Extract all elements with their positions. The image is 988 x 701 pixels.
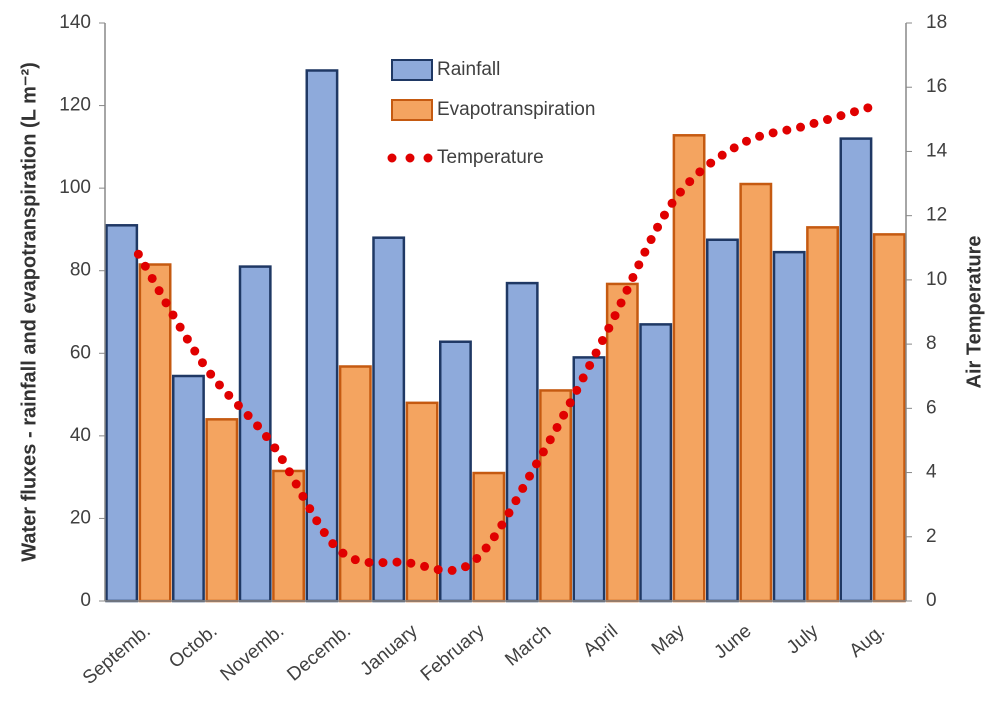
y-tick-label: 60 (70, 342, 91, 363)
y2-tick-label: 0 (926, 590, 937, 611)
bar (572, 356, 606, 603)
bar (439, 340, 472, 603)
legend-swatch (391, 59, 433, 81)
bar (505, 281, 539, 603)
bar (472, 471, 506, 603)
bar (605, 282, 639, 603)
y2-tick-label: 16 (926, 76, 947, 97)
y-tick-label: 80 (70, 260, 91, 281)
bar (872, 233, 906, 603)
y2-tick-label: 14 (926, 140, 948, 161)
y-tick-label: 120 (59, 95, 91, 116)
x-tick-label: Novemb. (217, 621, 289, 686)
legend-label: Temperature (437, 147, 544, 168)
bar (539, 389, 572, 603)
x-tick-label: July (783, 620, 823, 658)
x-tick-label: Octob. (165, 621, 221, 673)
bar (806, 226, 839, 603)
bar (372, 236, 406, 603)
y2-tick-label: 12 (926, 205, 947, 226)
bar (839, 137, 873, 603)
y-tick-label: 100 (59, 177, 91, 198)
y-tick-label: 0 (80, 590, 91, 611)
x-tick-label: March (501, 621, 555, 671)
legend-label: Evapotranspiration (437, 99, 595, 120)
y2-tick-label: 10 (926, 269, 947, 290)
y-axis-title: Water fluxes - rainfall and evapotranspi… (18, 62, 40, 562)
bar (772, 250, 806, 603)
line (133, 101, 878, 576)
y-tick-label: 140 (59, 12, 91, 33)
x-tick-label: April (579, 621, 622, 662)
bar (639, 323, 673, 603)
x-tick-label: Septemb. (79, 621, 155, 689)
y2-axis-title: Air Temperature (963, 235, 985, 388)
bar (172, 374, 205, 603)
bar (272, 469, 305, 603)
y2-tick-label: 18 (926, 12, 947, 33)
bar (672, 134, 706, 603)
bar (138, 263, 172, 603)
x-tick-label: January (357, 620, 423, 680)
bar (338, 365, 372, 603)
bar (105, 224, 139, 603)
x-tick-label: Decemb. (283, 621, 355, 686)
x-tick-label: June (711, 621, 756, 664)
legend-label: Rainfall (437, 59, 500, 80)
y2-tick-label: 6 (926, 397, 937, 418)
y2-tick-label: 8 (926, 333, 937, 354)
y-tick-label: 40 (70, 425, 91, 446)
y-tick-label: 20 (70, 507, 91, 528)
bar (205, 418, 239, 603)
x-tick-label: May (648, 620, 689, 659)
bar (305, 69, 339, 603)
bar (405, 401, 439, 603)
y2-tick-label: 4 (926, 462, 937, 483)
x-tick-label: February (417, 620, 489, 685)
bar (739, 182, 773, 603)
legend-swatch (391, 99, 433, 121)
y2-tick-label: 2 (926, 526, 937, 547)
x-tick-label: Aug. (846, 621, 889, 662)
bar (706, 238, 739, 603)
